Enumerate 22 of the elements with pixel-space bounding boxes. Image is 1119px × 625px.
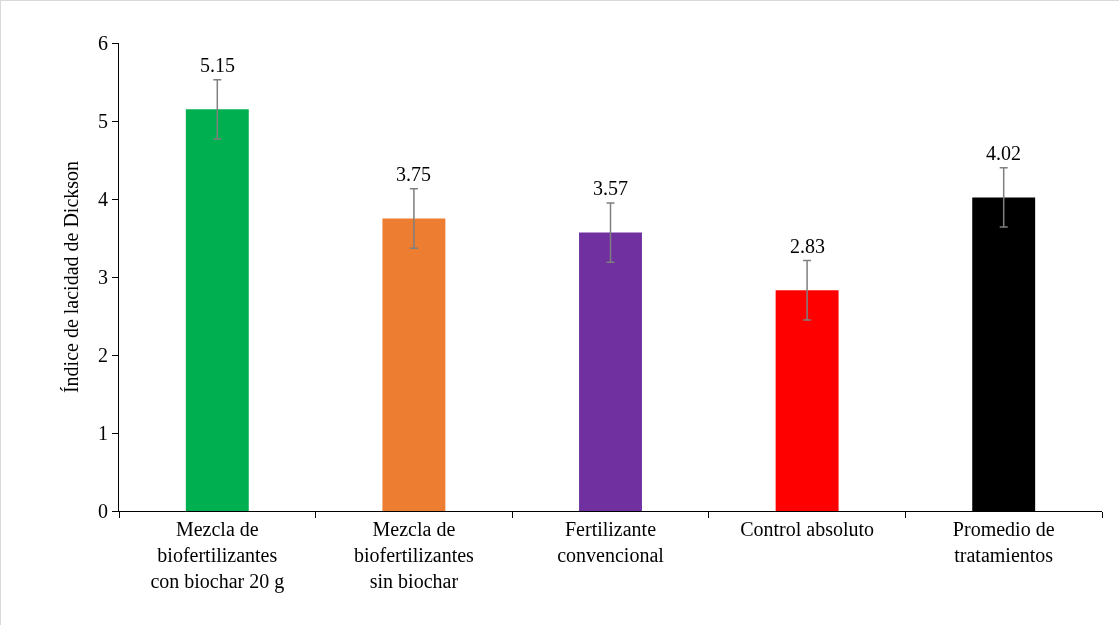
y-tick-label: 6 (98, 32, 108, 54)
x-tick-label: Control absoluto (740, 518, 875, 540)
data-label: 5.15 (200, 54, 235, 76)
y-tick-label: 3 (98, 266, 108, 288)
bar (775, 290, 839, 511)
x-tick-label: Mezcla de biofertilizantes sin biochar (353, 518, 475, 592)
bar (382, 218, 446, 511)
y-tick-label: 0 (98, 500, 108, 522)
x-tick-label: Promedio de tratamientos (952, 518, 1055, 566)
x-tick-label: Fertilizante convencional (557, 518, 665, 566)
data-label: 3.57 (593, 177, 628, 199)
data-label: 3.75 (396, 163, 431, 185)
y-axis-title: Índice de lacidad de Dickson (59, 160, 82, 394)
y-tick-label: 5 (98, 110, 108, 132)
y-tick-label: 4 (98, 188, 108, 210)
y-tick-label: 1 (98, 422, 108, 444)
data-label: 2.83 (790, 235, 825, 257)
data-label: 4.02 (986, 142, 1021, 164)
x-tick-label: Mezcla de biofertilizantes con biochar 20 g (150, 518, 285, 593)
y-tick-label: 2 (98, 344, 108, 366)
bar (579, 232, 642, 511)
bar (185, 109, 249, 511)
